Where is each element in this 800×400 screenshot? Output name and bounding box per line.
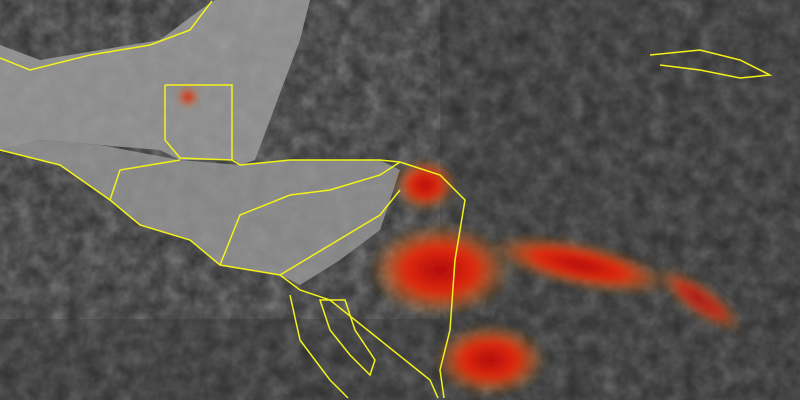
borders bbox=[0, 0, 773, 399]
storm-clouds bbox=[230, 50, 800, 400]
storm-cores bbox=[179, 88, 742, 395]
